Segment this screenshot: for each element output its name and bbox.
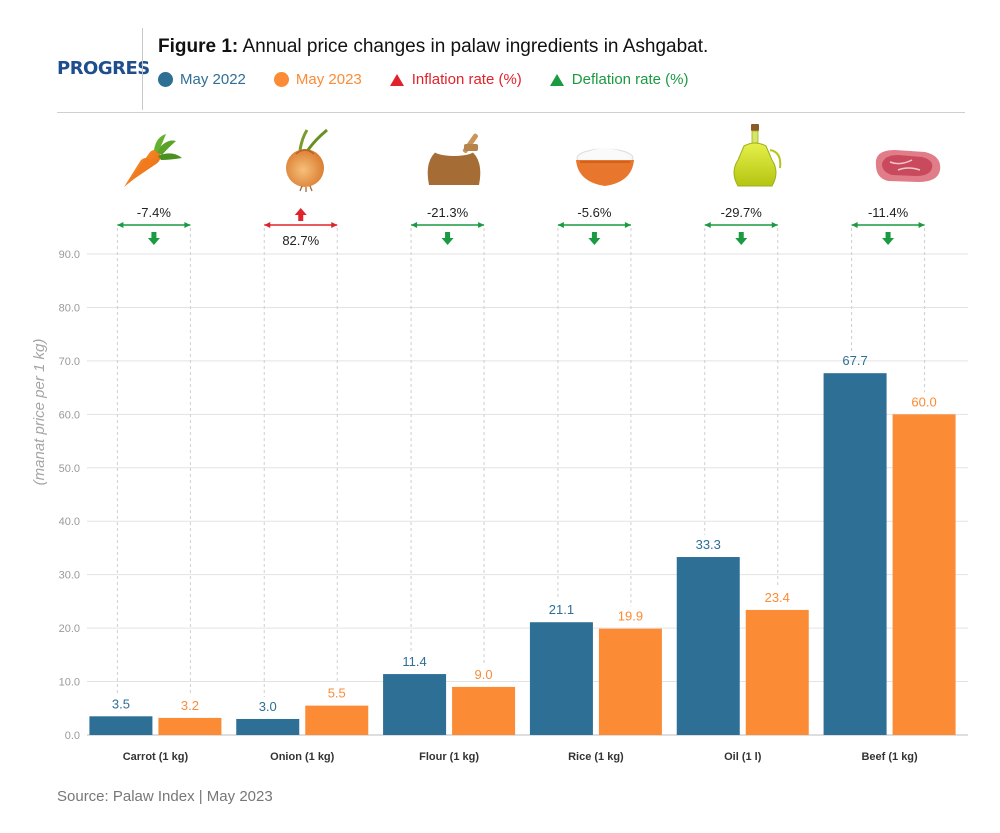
bar-may-2023: [305, 705, 369, 735]
legend-dot-may-2022: [158, 72, 173, 87]
bar-may-2022: [236, 718, 300, 735]
bar-value-label: 60.0: [911, 394, 936, 409]
legend-label-inflation: Inflation rate (%): [411, 71, 522, 88]
x-axis-labels: Carrot (1 kg) Onion (1 kg) Flour (1 kg) Ric…: [123, 751, 918, 763]
bracket-arrowhead-left: [411, 222, 418, 228]
y-tick-label: 50.0: [59, 463, 80, 475]
y-tick-label: 60.0: [59, 409, 80, 421]
y-axis-ticks: 0.0 10.0 20.0 30.0 40.0 50.0 60.0 70.0 80.0 90.0: [59, 249, 80, 742]
x-tick-label: Flour (1 kg): [419, 751, 479, 763]
bracket-arrowhead-left: [704, 222, 711, 228]
change-label: 82.7%: [282, 233, 319, 248]
oil-bottle-icon: [733, 124, 782, 187]
bar-value-label: 33.3: [696, 537, 721, 552]
bar-value-label: 19.9: [618, 609, 643, 624]
bar-may-2022: [823, 373, 887, 735]
legend-label-may-2023: May 2023: [295, 71, 362, 88]
chart-grid: [87, 253, 968, 736]
y-tick-label: 80.0: [59, 302, 80, 314]
legend: May 2022 May 2023 Inflation rate (%) Def…: [158, 71, 717, 88]
x-tick-label: Beef (1 kg): [861, 751, 918, 763]
deflation-arrow-icon: [588, 232, 601, 245]
onion-icon: [286, 128, 328, 192]
y-axis-title: (manat price per 1 kg): [31, 339, 48, 486]
bar-value-label: 3.0: [259, 699, 277, 714]
change-label: -7.4%: [137, 205, 171, 220]
bar-value-label: 21.1: [549, 602, 574, 617]
inflation-arrow-icon: [294, 208, 307, 221]
bar-value-label: 9.0: [475, 667, 493, 682]
chart-bars: 3.5 3.2 3.0 5.5 11.4 9.0 21.1 19.9 33.3 23.4 67.7 6…: [89, 353, 956, 735]
rice-bowl-icon: [576, 148, 634, 186]
x-tick-label: Rice (1 kg): [568, 751, 624, 763]
bracket-arrowhead-right: [771, 222, 778, 228]
bracket-arrowhead-right: [918, 222, 925, 228]
bar-may-2023: [158, 717, 222, 735]
bracket-arrowhead-right: [478, 222, 485, 228]
y-tick-label: 90.0: [59, 249, 80, 261]
bracket-arrowhead-right: [184, 222, 191, 228]
bar-value-label: 3.5: [112, 696, 130, 711]
bar-may-2023: [892, 414, 956, 735]
bracket-arrowhead-left: [557, 222, 564, 228]
bracket-arrowhead-right: [331, 222, 338, 228]
bar-value-label: 23.4: [765, 590, 790, 605]
figure-title-bold: Figure 1:: [158, 36, 239, 57]
legend-label-may-2022: May 2022: [180, 71, 246, 88]
change-label: -29.7%: [721, 205, 763, 220]
change-label: -11.4%: [868, 205, 909, 220]
bar-may-2023: [598, 628, 662, 735]
progres-logo: PROGRES: [57, 58, 150, 79]
bar-may-2023: [745, 609, 809, 735]
y-tick-label: 40.0: [59, 516, 80, 528]
inflation-triangle-icon: [389, 73, 404, 86]
change-label: -21.3%: [427, 205, 469, 220]
legend-label-deflation: Deflation rate (%): [571, 71, 689, 88]
header-rule: [57, 112, 965, 113]
legend-item-may-2023: May 2023: [273, 71, 362, 88]
bar-may-2023: [452, 686, 516, 735]
bracket-arrowhead-left: [117, 222, 124, 228]
flour-sack-icon: [427, 133, 481, 185]
deflation-arrow-icon: [441, 232, 454, 245]
change-label: -5.6%: [577, 205, 611, 220]
y-tick-label: 10.0: [59, 677, 80, 689]
y-tick-label: 0.0: [65, 730, 80, 742]
deflation-triangle-icon: [549, 73, 564, 86]
bar-may-2022: [383, 674, 447, 735]
bar-may-2022: [529, 622, 593, 735]
bar-value-label: 11.4: [402, 654, 426, 669]
source-note: Source: Palaw Index | May 2023: [57, 788, 273, 805]
y-tick-label: 20.0: [59, 623, 80, 635]
bracket-arrowhead-right: [624, 222, 631, 228]
x-tick-label: Oil (1 l): [724, 751, 762, 763]
bar-may-2022: [89, 716, 153, 735]
x-tick-label: Carrot (1 kg): [123, 751, 189, 763]
legend-dot-may-2023: [273, 72, 289, 87]
change-indicators: -7.4% 82.7% -21.3% -5.6% -29.7% -11.4%: [117, 205, 925, 248]
bar-may-2022: [676, 557, 740, 735]
deflation-arrow-icon: [735, 232, 748, 245]
legend-item-may-2022: May 2022: [158, 71, 246, 88]
carrot-icon: [124, 134, 182, 187]
y-tick-label: 30.0: [59, 570, 80, 582]
deflation-arrow-icon: [882, 232, 895, 245]
figure-title-text: Annual price changes in palaw ingredient…: [238, 36, 709, 57]
beef-icon: [875, 150, 941, 182]
bar-value-label: 67.7: [842, 353, 867, 368]
bracket-arrowhead-left: [851, 222, 858, 228]
bar-value-label: 3.2: [181, 698, 199, 713]
legend-item-inflation: Inflation rate (%): [389, 71, 522, 88]
legend-item-deflation: Deflation rate (%): [549, 71, 689, 88]
figure-title: Figure 1: Annual price changes in palaw …: [158, 36, 708, 58]
logo-divider: [142, 28, 143, 110]
y-tick-label: 70.0: [59, 356, 80, 368]
deflation-arrow-icon: [147, 232, 160, 245]
x-tick-label: Onion (1 kg): [270, 751, 335, 763]
change-guides: [116, 228, 926, 697]
bracket-arrowhead-left: [264, 222, 271, 228]
bar-value-label: 5.5: [328, 686, 346, 701]
